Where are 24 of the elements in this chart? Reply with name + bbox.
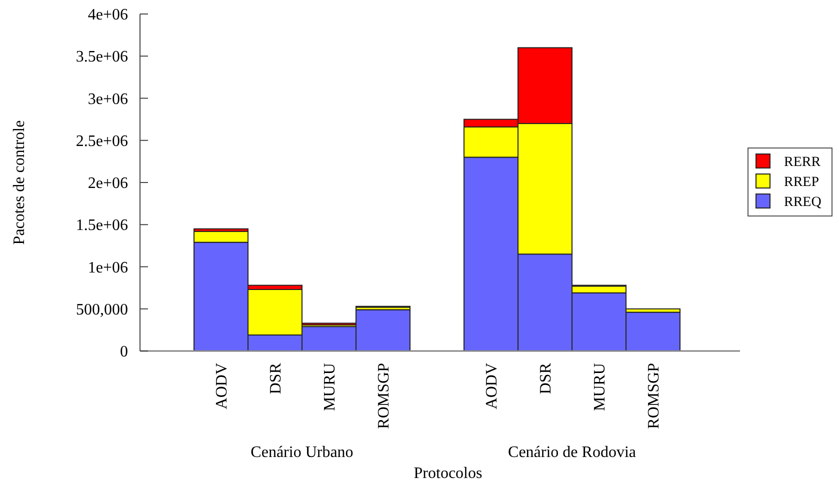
x-tick-label: MURU (592, 362, 609, 412)
x-tick-label: ROMSGP (376, 362, 393, 429)
x-tick-label: AODV (484, 362, 501, 410)
y-tick-label: 1.5e+06 (76, 217, 128, 234)
legend-label: RREQ (784, 194, 822, 210)
y-tick-label: 2e+06 (88, 175, 128, 192)
x-tick-label: AODV (214, 362, 231, 410)
text: Cenário de Rodovia (508, 444, 636, 461)
legend-label: RERR (784, 154, 822, 170)
x-tick-label: MURU (322, 362, 339, 412)
y-tick-label: 3e+06 (88, 90, 128, 108)
y-tick-label: 3.5e+06 (76, 48, 128, 66)
y-tick-label: 4e+06 (88, 6, 128, 24)
x-tick-label: ROMSGP (646, 362, 663, 429)
y-tick-label: 2.5e+06 (76, 132, 128, 150)
y-tick-label: 0 (120, 344, 128, 361)
x-axis-title: Protocolos (414, 465, 482, 482)
text: Cenário Urbano (250, 444, 354, 461)
legend-label: RREP (784, 174, 820, 190)
x-tick-label: DSR (268, 362, 285, 394)
y-tick-label: 1e+06 (88, 259, 128, 276)
y-axis-title: Pacotes de controle (11, 120, 28, 245)
y-tick-label: 500,000 (76, 301, 128, 318)
x-tick-label: DSR (538, 362, 555, 394)
